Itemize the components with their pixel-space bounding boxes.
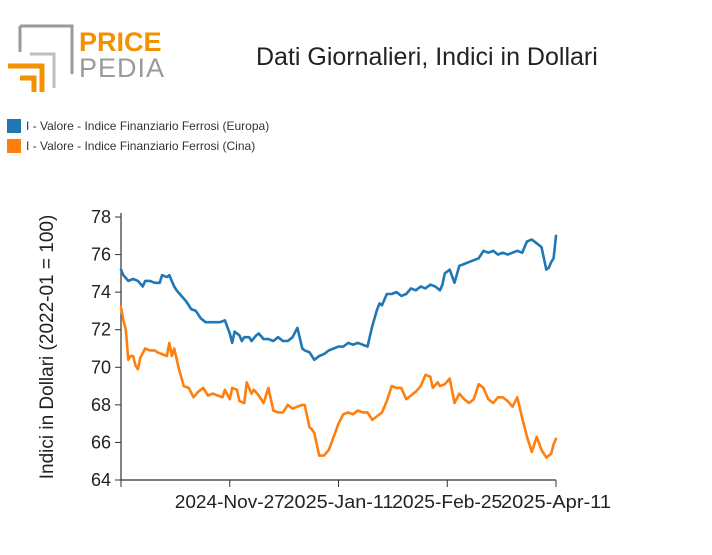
y-tick-label: 74 [91, 282, 111, 302]
legend-swatch-cina [7, 139, 21, 153]
y-axis: 64 66 68 70 72 74 76 78 [91, 207, 122, 490]
x-tick-label: 2025-Apr-11 [501, 492, 611, 512]
series-line-europa [119, 234, 558, 362]
y-tick-label: 70 [91, 357, 111, 377]
y-tick-label: 64 [91, 470, 111, 490]
legend-swatch-europa [7, 119, 21, 133]
legend-item-europa[interactable]: I - Valore - Indice Finanziario Ferrosi … [7, 119, 269, 133]
legend-item-cina[interactable]: I - Valore - Indice Finanziario Ferrosi … [7, 139, 255, 153]
logo-word-bottom: PEDIA [79, 53, 165, 83]
chart-title: Dati Giornalieri, Indici in Dollari [256, 43, 598, 71]
legend-label-europa: I - Valore - Indice Finanziario Ferrosi … [26, 119, 270, 133]
series-line-cina [119, 305, 558, 459]
y-tick-label: 72 [91, 320, 111, 340]
logo-word-top: PRICE [79, 27, 162, 57]
y-tick-label: 68 [91, 395, 111, 415]
x-tick-label: 2024-Nov-27 [175, 492, 285, 512]
pricepedia-logo: PRICE PEDIA [8, 24, 165, 92]
series-layer [119, 234, 558, 459]
y-axis-label: Indici in Dollari (2022-01 = 100) [37, 215, 58, 480]
y-tick-label: 66 [91, 432, 111, 452]
y-tick-label: 76 [91, 245, 111, 265]
x-axis: 2024-Nov-272025-Jan-112025-Feb-252025-Ap… [120, 479, 611, 512]
x-tick-label: 2025-Feb-25 [392, 492, 502, 512]
x-tick-label: 2025-Jan-11 [284, 492, 394, 512]
legend-label-cina: I - Valore - Indice Finanziario Ferrosi … [26, 139, 256, 153]
y-tick-label: 78 [91, 207, 111, 227]
